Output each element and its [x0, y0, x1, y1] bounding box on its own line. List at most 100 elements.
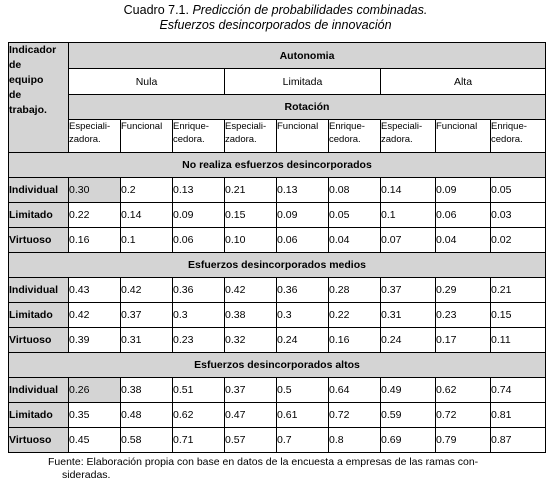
row-label: Limitado — [8, 202, 69, 228]
table-cell: 0.16 — [328, 327, 381, 353]
table-cell: 0.43 — [68, 277, 121, 303]
table-cell: 0.81 — [490, 402, 546, 428]
table-cell: 0.45 — [68, 427, 121, 453]
table-cell: 0.32 — [224, 327, 277, 353]
table-row: Limitado 0.35 0.48 0.62 0.47 0.61 0.72 0.59 0.72… — [8, 402, 546, 428]
table-cell: 0.22 — [68, 202, 121, 228]
table-cell: 0.5 — [276, 377, 329, 403]
table-cell: 0.21 — [224, 177, 277, 203]
rotation-type: Enrique-cedora. — [328, 119, 381, 153]
rotation-type-line: Especiali- — [69, 121, 111, 132]
table-cell: 0.42 — [224, 277, 277, 303]
row-header-corner: Indicador de equipo de trabajo. — [8, 42, 69, 153]
table-cell: 0.13 — [172, 177, 225, 203]
table-cell: 0.7 — [276, 427, 329, 453]
rotation-type-line: Enrique- — [173, 121, 209, 132]
table-cell: 0.14 — [120, 202, 173, 228]
header-row-rotation-types: Especiali-zadora. Funcional Enrique-cedora… — [9, 119, 546, 153]
section-title: Esfuerzos desincorporados altos — [8, 352, 546, 378]
row-label: Individual — [8, 377, 69, 403]
rotation-type-line: Funcional — [277, 121, 319, 132]
table-cell: 0.23 — [172, 327, 225, 353]
table-caption: Cuadro 7.1. Predicción de probabilidades… — [0, 3, 551, 33]
rotation-type: Especiali-zadora. — [224, 119, 277, 153]
table-cell: 0.37 — [224, 377, 277, 403]
rotation-type-line: zadora. — [381, 134, 413, 145]
autonomia-header: Autonomia — [68, 42, 546, 69]
table-cell: 0.8 — [328, 427, 381, 453]
rotation-type-line: zadora. — [225, 134, 257, 145]
table-cell: 0.38 — [224, 302, 277, 328]
table-cell: 0.11 — [490, 327, 546, 353]
table-cell: 0.74 — [490, 377, 546, 403]
caption-title-line-2: Esfuerzos desincorporados de innovación — [159, 18, 392, 32]
table-cell: 0.10 — [224, 227, 277, 253]
table-cell: 0.04 — [435, 227, 491, 253]
table-cell: 0.35 — [68, 402, 121, 428]
table-row: Limitado 0.42 0.37 0.3 0.38 0.3 0.22 0.31 0.23 0.… — [8, 302, 546, 328]
row-label: Individual — [8, 277, 69, 303]
rotation-type-line: Enrique- — [491, 121, 527, 132]
autonomia-level: Limitada — [224, 68, 381, 95]
table-cell: 0.06 — [276, 227, 329, 253]
rotation-type-line: Especiali- — [381, 121, 423, 132]
corner-line: de — [9, 89, 22, 101]
caption-number: Cuadro 7.1. — [123, 3, 189, 17]
table-cell: 0.14 — [380, 177, 436, 203]
row-label: Individual — [8, 177, 69, 203]
table-cell: 0.05 — [328, 202, 381, 228]
row-label: Virtuoso — [8, 427, 69, 453]
table-cell: 0.39 — [68, 327, 121, 353]
row-label: Limitado — [8, 402, 69, 428]
table-cell: 0.71 — [172, 427, 225, 453]
table-cell: 0.2 — [120, 177, 173, 203]
table-cell: 0.31 — [380, 302, 436, 328]
table-cell: 0.16 — [68, 227, 121, 253]
rotation-type-line: cedora. — [173, 134, 205, 145]
autonomia-level: Nula — [68, 68, 225, 95]
table-cell: 0.09 — [276, 202, 329, 228]
table-row: Virtuoso 0.45 0.58 0.71 0.57 0.7 0.8 0.69 0.79 0.… — [8, 427, 546, 453]
table-cell: 0.51 — [172, 377, 225, 403]
table-cell: 0.3 — [276, 302, 329, 328]
header-row-rotacion: Rotación — [9, 94, 546, 120]
table-cell: 0.49 — [380, 377, 436, 403]
rotation-type-line: Funcional — [436, 121, 478, 132]
table-cell: 0.02 — [490, 227, 546, 253]
table-cell: 0.47 — [224, 402, 277, 428]
table-cell: 0.06 — [172, 227, 225, 253]
table-cell: 0.72 — [435, 402, 491, 428]
caption-title-line-1: Predicción de probabilidades combinadas. — [192, 3, 428, 17]
source-note-line-2: sideradas. — [62, 469, 111, 481]
table-cell: 0.04 — [328, 227, 381, 253]
table-cell: 0.24 — [380, 327, 436, 353]
table-cell: 0.26 — [68, 377, 121, 403]
rotation-type: Funcional — [435, 119, 491, 153]
rotation-type-line: Enrique- — [329, 121, 365, 132]
rotation-type-line: Especiali- — [225, 121, 267, 132]
table-row: Individual 0.43 0.42 0.36 0.42 0.36 0.28 0.37 0.… — [8, 277, 546, 303]
header-row-autonomia: Indicador de equipo de trabajo. Autonomia — [8, 42, 546, 153]
table-cell: 0.17 — [435, 327, 491, 353]
rotation-type-line: cedora. — [329, 134, 361, 145]
table-cell: 0.09 — [172, 202, 225, 228]
table-row: Virtuoso 0.16 0.1 0.06 0.10 0.06 0.04 0.07 0.04 0… — [8, 227, 546, 253]
corner-line: equipo — [9, 74, 44, 86]
table-cell: 0.07 — [380, 227, 436, 253]
rotation-type-line: zadora. — [69, 134, 101, 145]
row-label: Virtuoso — [8, 327, 69, 353]
table-cell: 0.30 — [68, 177, 121, 203]
probabilities-table: Indicador de equipo de trabajo. Autonomia Nula… — [8, 42, 546, 453]
section-title: Esfuerzos desincorporados medios — [8, 252, 546, 278]
table-cell: 0.05 — [490, 177, 546, 203]
corner-line: de — [9, 59, 22, 71]
rotation-type: Especiali-zadora. — [68, 119, 121, 153]
table-cell: 0.09 — [435, 177, 491, 203]
table-cell: 0.06 — [435, 202, 491, 228]
rotation-type: Especiali-zadora. — [380, 119, 436, 153]
table-row: Virtuoso 0.39 0.31 0.23 0.32 0.24 0.16 0.24 0.17… — [8, 327, 546, 353]
table-cell: 0.24 — [276, 327, 329, 353]
table-cell: 0.79 — [435, 427, 491, 453]
section-header-row: Esfuerzos desincorporados medios — [8, 252, 546, 278]
table-cell: 0.36 — [172, 277, 225, 303]
